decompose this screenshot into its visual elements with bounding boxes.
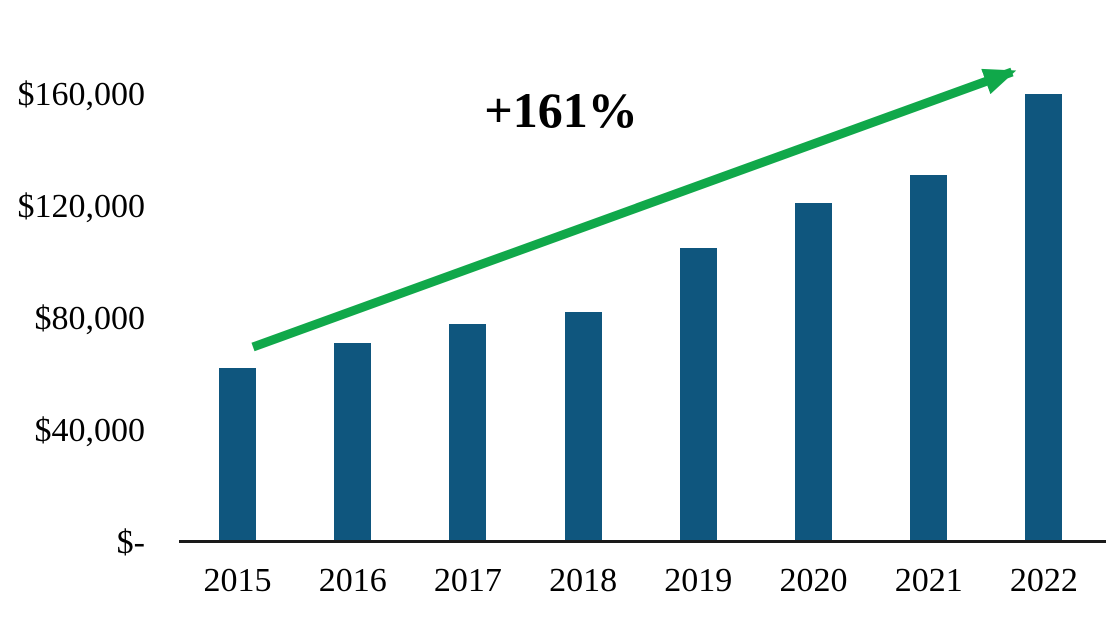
bar-2018 — [564, 312, 602, 542]
x-axis-label: 2019 — [664, 562, 733, 599]
y-axis-tick-label: $40,000 — [34, 411, 146, 449]
bar-2016 — [334, 343, 372, 542]
x-axis-label: 2016 — [318, 562, 387, 599]
y-axis-tick-label: $120,000 — [17, 187, 146, 225]
x-axis-label: 2022 — [1009, 562, 1078, 599]
bar-2019 — [679, 248, 717, 542]
y-axis-tick-label: $160,000 — [17, 75, 146, 113]
bar-2017 — [449, 323, 487, 542]
x-axis-label: 2020 — [779, 562, 848, 599]
x-axis-label: 2017 — [433, 562, 502, 599]
bar-2022 — [1025, 94, 1063, 542]
bar-2015 — [219, 368, 256, 542]
x-axis-line — [179, 540, 1106, 543]
bar-2020 — [795, 203, 832, 542]
bar-2021 — [910, 175, 948, 542]
x-axis-label: 2021 — [894, 562, 963, 599]
x-axis-label: 2018 — [549, 562, 618, 599]
x-axis-label: 2015 — [203, 562, 272, 599]
y-axis-tick-label: $80,000 — [34, 299, 146, 337]
y-axis-tick-label: $- — [116, 523, 145, 561]
growth-annotation-label: +161% — [484, 82, 638, 138]
